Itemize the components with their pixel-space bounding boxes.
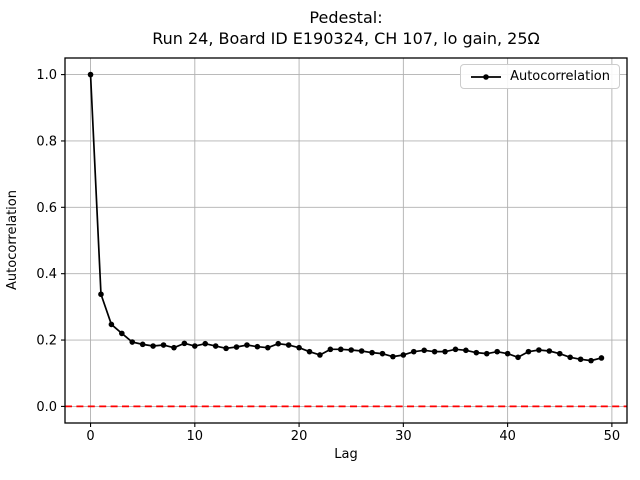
data-point [275,340,282,347]
data-point [192,343,198,349]
data-point [317,352,323,358]
y-axis-label: Autocorrelation [5,190,20,290]
data-point [348,347,355,353]
x-tick-label: 0 [86,429,94,444]
x-tick-label: 40 [499,429,516,444]
data-point [390,353,396,360]
data-point [473,349,480,356]
data-point [504,350,511,357]
x-tick-label: 30 [395,429,412,444]
y-tick-label: 1.0 [36,68,57,83]
data-point [202,340,209,347]
data-point [119,330,125,337]
data-point [306,348,313,355]
data-point [536,347,542,353]
data-point [98,291,104,298]
data-point [337,346,344,353]
data-point [358,348,365,354]
data-point [431,348,438,355]
legend-line-marker-icon [471,73,502,80]
data-point [598,355,605,361]
data-point [254,343,261,350]
y-tick-label: 0.2 [36,334,57,349]
axes-frame [64,57,628,424]
data-point [400,352,407,358]
data-point [150,343,156,349]
data-point [139,341,146,348]
data-point [181,340,188,347]
data-point [577,356,584,363]
data-point [87,71,94,78]
chart-title: Pedestal: Run 24, Board ID E190324, CH 1… [65,7,627,49]
data-point [129,339,136,345]
data-point [327,346,334,353]
data-point [108,321,115,328]
y-tick-label: 0.6 [36,201,57,216]
data-point [379,350,386,357]
x-tick-label: 50 [604,429,621,444]
x-axis-label: Lag [334,447,358,462]
legend-entry-label: Autocorrelation [510,69,610,84]
y-tick-label: 0.8 [36,134,57,149]
x-tick-label: 20 [291,429,308,444]
data-point [410,348,417,355]
data-point [212,343,219,349]
data-point [483,350,490,357]
data-point [421,347,428,354]
data-point [171,344,177,351]
data-point [556,350,563,357]
data-point [452,346,459,353]
y-tick-label: 0.4 [36,267,57,282]
data-point [160,342,167,348]
data-point [515,354,521,361]
data-point [442,348,448,355]
data-point [567,354,573,361]
data-point [244,342,250,348]
data-point [588,357,594,364]
y-tick-label: 0.0 [36,400,57,415]
data-point [223,345,229,352]
data-point [233,344,240,350]
x-tick-label: 10 [187,429,204,444]
data-point [463,347,469,354]
data-point [285,342,292,348]
data-point [494,348,500,355]
data-point [546,348,553,354]
chart-title-line1: Pedestal: [309,8,383,27]
data-point [525,348,532,355]
data-point [369,349,375,356]
data-point [264,344,271,351]
legend: Autocorrelation [460,64,620,89]
data-point [296,344,302,351]
chart-title-line2: Run 24, Board ID E190324, CH 107, lo gai… [152,29,540,48]
autocorrelation-line [89,73,603,362]
